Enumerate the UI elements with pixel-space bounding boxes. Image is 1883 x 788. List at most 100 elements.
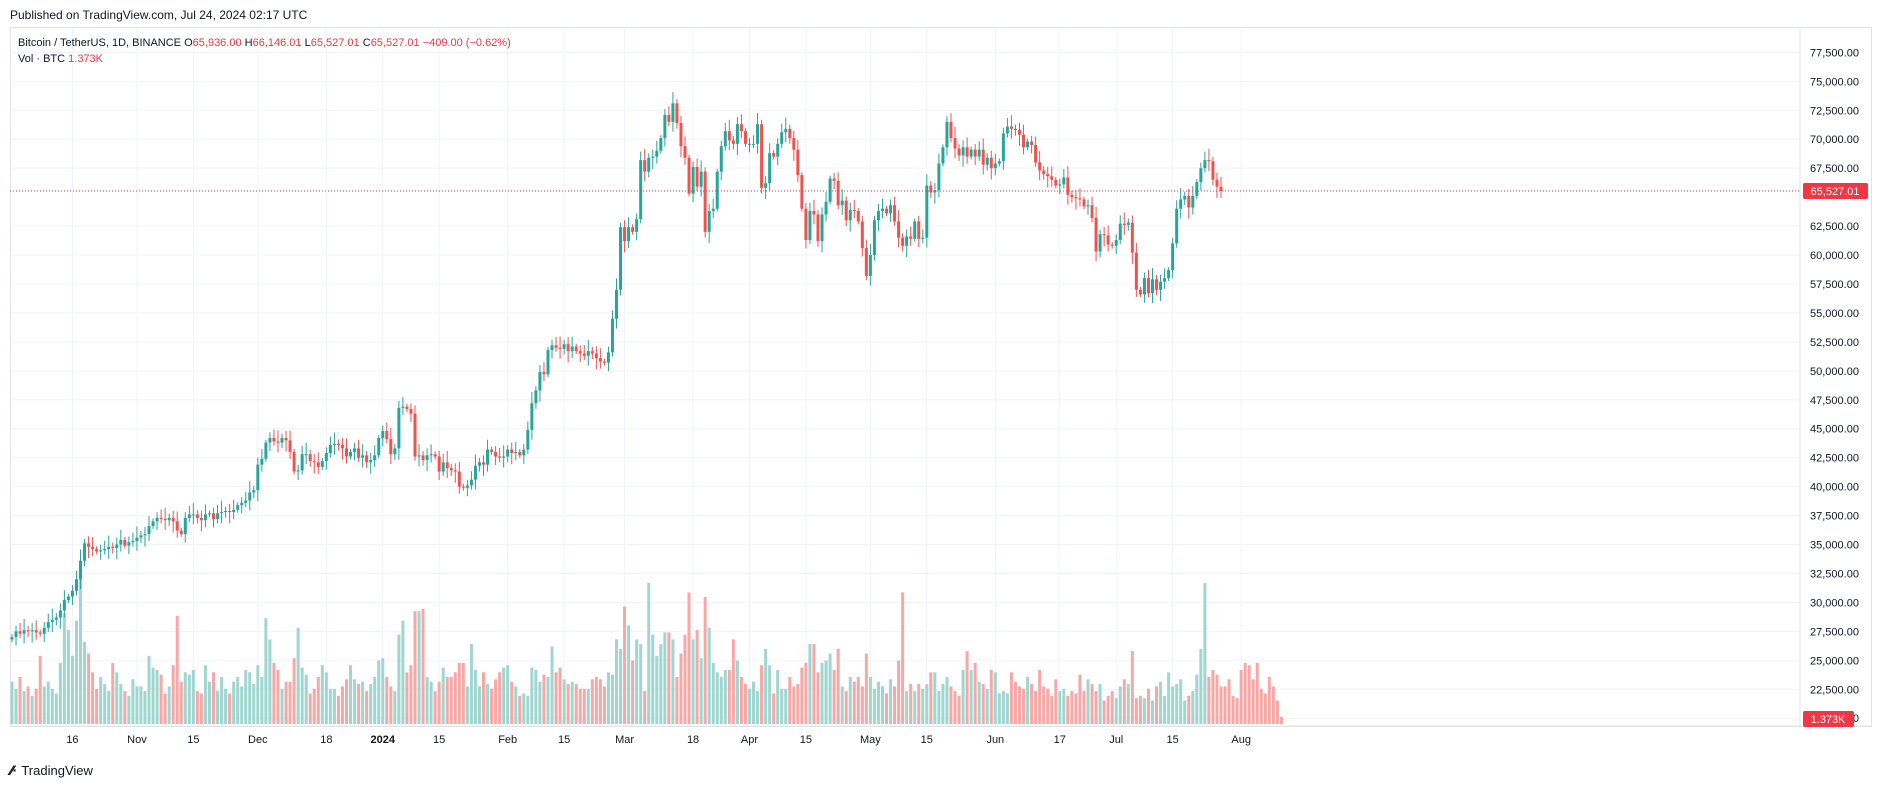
candle-body <box>1034 145 1038 163</box>
candle-body <box>913 221 917 239</box>
candle-body <box>207 513 211 515</box>
candle-body <box>457 471 461 487</box>
candle-body <box>332 443 336 445</box>
candle-body <box>868 255 872 276</box>
candle-body <box>985 157 989 165</box>
candle-body <box>1191 195 1195 208</box>
volume-bar <box>1227 679 1231 724</box>
volume-bar <box>87 653 91 724</box>
price-axis-label: 30,000.00 <box>1810 597 1859 609</box>
volume-bar <box>486 684 490 724</box>
volume-bar <box>860 686 864 724</box>
candle-body <box>804 208 808 240</box>
candle-body <box>760 124 764 188</box>
candle-body <box>220 512 224 514</box>
volume-bar <box>1259 688 1263 724</box>
volume-bar <box>558 667 562 724</box>
price-axis-label: 25,000.00 <box>1810 655 1859 667</box>
candle-body <box>46 622 50 628</box>
candle-body <box>453 470 457 472</box>
volume-bar <box>780 688 784 724</box>
candle-body <box>780 132 784 144</box>
volume-bar <box>1005 693 1009 724</box>
close-value: 65,527.01 <box>370 37 420 49</box>
volume-bar <box>1110 691 1114 724</box>
volume-bar <box>635 639 639 724</box>
price-axis-label: 57,500.00 <box>1810 279 1859 291</box>
volume-bar <box>1094 691 1098 724</box>
time-axis-label: 15 <box>558 734 570 746</box>
candle-body <box>586 351 590 356</box>
volume-bar <box>1054 679 1058 724</box>
volume-bar <box>1138 695 1142 724</box>
volume-bar <box>1171 686 1175 724</box>
candle-body <box>1171 243 1175 271</box>
price-axis-label: 67,500.00 <box>1810 163 1859 175</box>
volume-bar <box>852 681 856 724</box>
tradingview-logo[interactable]: ⁄⁄· TradingView <box>10 762 93 778</box>
volume-bar <box>147 655 151 724</box>
candle-body <box>602 361 606 363</box>
volume-bar <box>800 667 804 724</box>
candle-body <box>195 514 199 518</box>
candle-body <box>977 149 981 157</box>
volume-bar <box>1013 681 1017 724</box>
candle-body <box>236 505 240 510</box>
volume-bar <box>340 686 344 724</box>
tradingview-brand: TradingView <box>21 762 93 778</box>
candle-body <box>965 147 969 157</box>
volume-bar <box>985 688 989 724</box>
volume-bar <box>965 651 969 724</box>
candle-body <box>578 351 582 354</box>
volume-bar <box>828 653 832 724</box>
volume-bar <box>913 691 917 724</box>
volume-bar <box>615 639 618 724</box>
candle-body <box>558 347 562 349</box>
volume-bar <box>550 646 554 724</box>
candle-body <box>1074 197 1078 199</box>
volume-bar <box>248 672 252 724</box>
volume-bar <box>143 691 147 724</box>
volume-label[interactable]: Vol · BTC <box>18 53 66 65</box>
volume-bar <box>1146 688 1150 724</box>
volume-bar <box>961 669 965 724</box>
candle-body <box>224 510 228 513</box>
volume-bar <box>1211 669 1215 724</box>
candle-body <box>203 514 207 521</box>
change-value: −409.00 (−0.62%) <box>422 37 511 49</box>
candle-body <box>147 525 151 535</box>
volume-bar <box>941 684 945 724</box>
candle-body <box>562 344 566 349</box>
candle-body <box>365 455 369 463</box>
volume-bar <box>417 611 421 724</box>
candle-body <box>784 128 788 133</box>
candle-body <box>1013 128 1017 130</box>
volume-bar <box>1279 716 1283 724</box>
volume-bar <box>260 677 264 724</box>
volume-bar <box>453 672 457 724</box>
time-axis-label: 17 <box>1054 734 1066 746</box>
volume-bar <box>22 691 26 724</box>
candle-body <box>103 549 107 551</box>
volume-bar <box>1215 674 1219 724</box>
candle-body <box>1195 182 1199 196</box>
candle-body <box>175 521 179 531</box>
volume-bar <box>385 677 389 724</box>
symbol-label[interactable]: Bitcoin / TetherUS, 1D, BINANCE <box>18 37 182 49</box>
volume-bar <box>1098 684 1102 724</box>
volume-bar <box>606 672 610 724</box>
chart-grid <box>10 28 1872 727</box>
volume-bar <box>95 688 99 724</box>
candle-body <box>171 517 175 522</box>
candle-body <box>828 178 832 202</box>
candle-body <box>494 451 498 457</box>
volume-bar <box>409 665 413 724</box>
volume-bar <box>1118 686 1122 724</box>
volume-bar <box>1082 691 1086 724</box>
candle-body <box>1018 129 1021 135</box>
price-axis-label: 62,500.00 <box>1810 221 1859 233</box>
volume-bar <box>727 669 731 724</box>
candle-body <box>1066 177 1070 195</box>
volume-bar <box>889 679 893 724</box>
